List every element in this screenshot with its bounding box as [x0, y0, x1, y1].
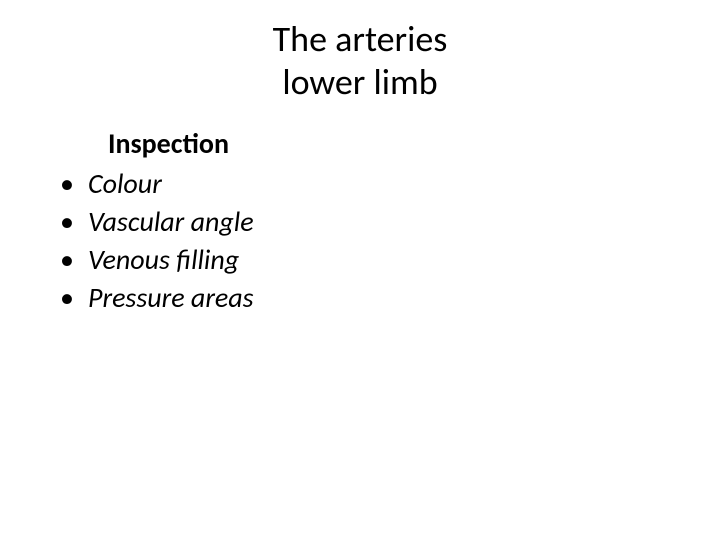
- subheading: Inspection: [108, 126, 720, 161]
- list-item-label: Pressure areas: [88, 279, 254, 317]
- list-item: • Pressure areas: [60, 279, 720, 317]
- bullet-list: • Colour • Vascular angle • Venous filli…: [60, 165, 720, 316]
- list-item-label: Colour: [88, 165, 162, 203]
- title-line-2: lower limb: [0, 61, 720, 104]
- bullet-icon: •: [60, 165, 88, 203]
- list-item-label: Venous filling: [88, 241, 239, 279]
- list-item-label: Vascular angle: [88, 203, 254, 241]
- list-item: • Vascular angle: [60, 203, 720, 241]
- slide-title: The arteries lower limb: [0, 0, 720, 104]
- bullet-icon: •: [60, 241, 88, 279]
- bullet-icon: •: [60, 203, 88, 241]
- list-item: • Colour: [60, 165, 720, 203]
- list-item: • Venous filling: [60, 241, 720, 279]
- title-line-1: The arteries: [0, 18, 720, 61]
- bullet-icon: •: [60, 279, 88, 317]
- slide-content: Inspection • Colour • Vascular angle • V…: [60, 126, 720, 316]
